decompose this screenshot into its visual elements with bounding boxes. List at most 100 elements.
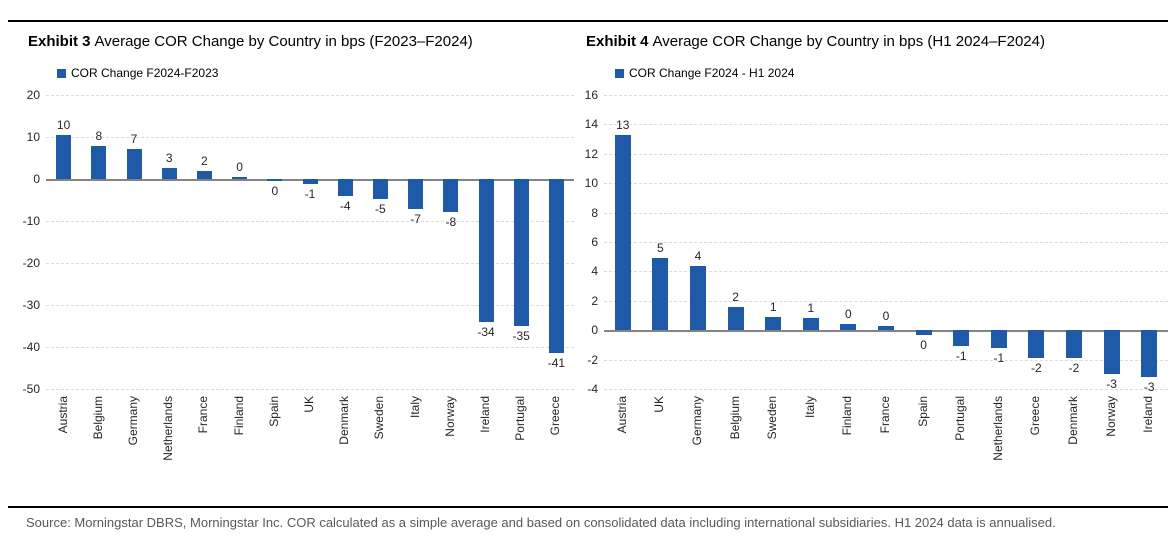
y-tick-label: 10 [584,176,598,191]
gridline [604,212,1168,214]
bar-netherlands [990,330,1007,348]
bar-austria [614,134,631,331]
value-label: -41 [547,356,566,371]
gridline [604,153,1168,155]
value-label: -34 [477,324,495,339]
legend: COR Change F2024 - H1 2024 [615,67,1168,80]
plot-wrap: -50 -40 -30 -20 -10 0 10 20 10 Austria 8 Belgium 7 G… [22,88,574,461]
y-tick-label: 8 [591,205,598,220]
y-tick-label: 0 [33,172,40,186]
x-tick-label-sweden: Sweden [372,396,387,440]
x-tick-label-spain: Spain [915,396,930,427]
bar-finland [840,324,857,331]
charts-row: Exhibit 3 Average COR Change by Country i… [22,33,1168,461]
x-tick-label-finland: Finland [840,396,855,436]
legend: COR Change F2024-F2023 [57,67,574,80]
value-label: 0 [845,307,852,322]
x-tick-label-uk: UK [302,396,316,413]
gridline [604,95,1168,96]
value-label: 10 [56,118,71,133]
bar-spain [267,179,283,181]
bar-france [196,170,212,179]
x-tick-label-norway: Norway [442,396,457,437]
value-label: -3 [1106,377,1117,392]
bar-portugal [953,330,970,347]
legend-label: COR Change F2024 - H1 2024 [629,66,795,80]
x-tick-label-italy: Italy [802,396,817,419]
bar-ireland [478,179,494,322]
legend-label: COR Change F2024-F2023 [71,66,219,80]
y-tick-label: -2 [587,352,598,367]
bar-germany [690,265,706,331]
x-tick-label-france: France [878,396,892,434]
bar-uk [652,258,669,331]
x-tick-label-norway: Norway [1103,396,1118,437]
value-label: 3 [165,150,173,165]
plot-area: 13 Austria 5 UK 4 Germany 2 Belgium 1 Sweden 1 Ital… [604,95,1168,461]
value-label: -3 [1143,380,1155,395]
gridline [46,347,574,348]
value-label: -1 [955,349,967,364]
x-tick-label-finland: Finland [231,396,246,436]
gridline [604,389,1168,390]
x-tick-label-portugal: Portugal [953,396,968,441]
value-label: -8 [445,214,457,229]
y-tick-label: 12 [584,146,598,161]
gridline [604,359,1168,361]
value-label: 5 [657,241,664,256]
y-tick-label: 14 [584,117,598,132]
y-tick-label: -50 [22,382,40,396]
x-tick-label-denmark: Denmark [337,396,352,445]
y-tick-label: 4 [591,264,598,279]
x-tick-label-netherlands: Netherlands [161,396,176,461]
y-axis: -4 -2 0 2 4 6 8 10 12 14 16 [580,88,598,396]
x-tick-label-uk: UK [652,396,667,413]
gridline [46,305,574,306]
value-label: 0 [236,160,243,175]
x-tick-label-ireland: Ireland [478,396,492,433]
value-label: -5 [375,202,386,217]
bar-norway [443,179,459,212]
gridline [46,221,574,222]
value-label: 4 [694,248,702,263]
legend-swatch-icon [615,69,624,78]
y-tick-label: 20 [26,88,40,102]
exhibit-label: Exhibit 3 [28,33,91,50]
x-tick-label-germany: Germany [690,396,704,446]
x-tick-label-austria: Austria [55,396,70,434]
y-tick-label: -30 [22,298,40,312]
bar-sweden [372,179,388,200]
value-label: 0 [271,183,279,198]
x-tick-label-sweden: Sweden [765,396,780,440]
gridline [604,242,1168,243]
gridline [46,95,574,96]
gridline [604,183,1168,185]
bar-sweden [765,316,782,331]
zero-axis-line [604,330,1168,332]
bar-denmark [337,179,353,196]
value-label: 0 [920,337,927,352]
value-label: -1 [993,350,1005,365]
x-tick-label-denmark: Denmark [1066,396,1080,445]
value-label: 1 [769,299,777,314]
gridline [46,389,574,390]
value-label: -2 [1068,361,1080,376]
gridline [46,137,574,138]
bar-italy [802,318,819,331]
x-tick-label-belgium: Belgium [727,396,742,440]
value-label: 8 [95,129,103,144]
x-tick-label-greece: Greece [548,396,563,436]
bar-greece [1028,330,1045,359]
y-tick-label: -40 [22,340,40,354]
gridline [604,271,1168,273]
value-label: -2 [1031,361,1042,376]
plot-wrap: -4 -2 0 2 4 6 8 10 12 14 16 13 Austria 5 UK 4 Germany 2 B… [580,88,1168,461]
value-label: 0 [882,308,890,323]
bar-germany [126,148,142,179]
bar-belgium [727,306,744,331]
y-tick-label: -4 [587,382,598,396]
bar-austria [56,135,72,179]
chart-title: Exhibit 4 Average COR Change by Country i… [586,33,1168,51]
value-label: 13 [616,117,630,132]
